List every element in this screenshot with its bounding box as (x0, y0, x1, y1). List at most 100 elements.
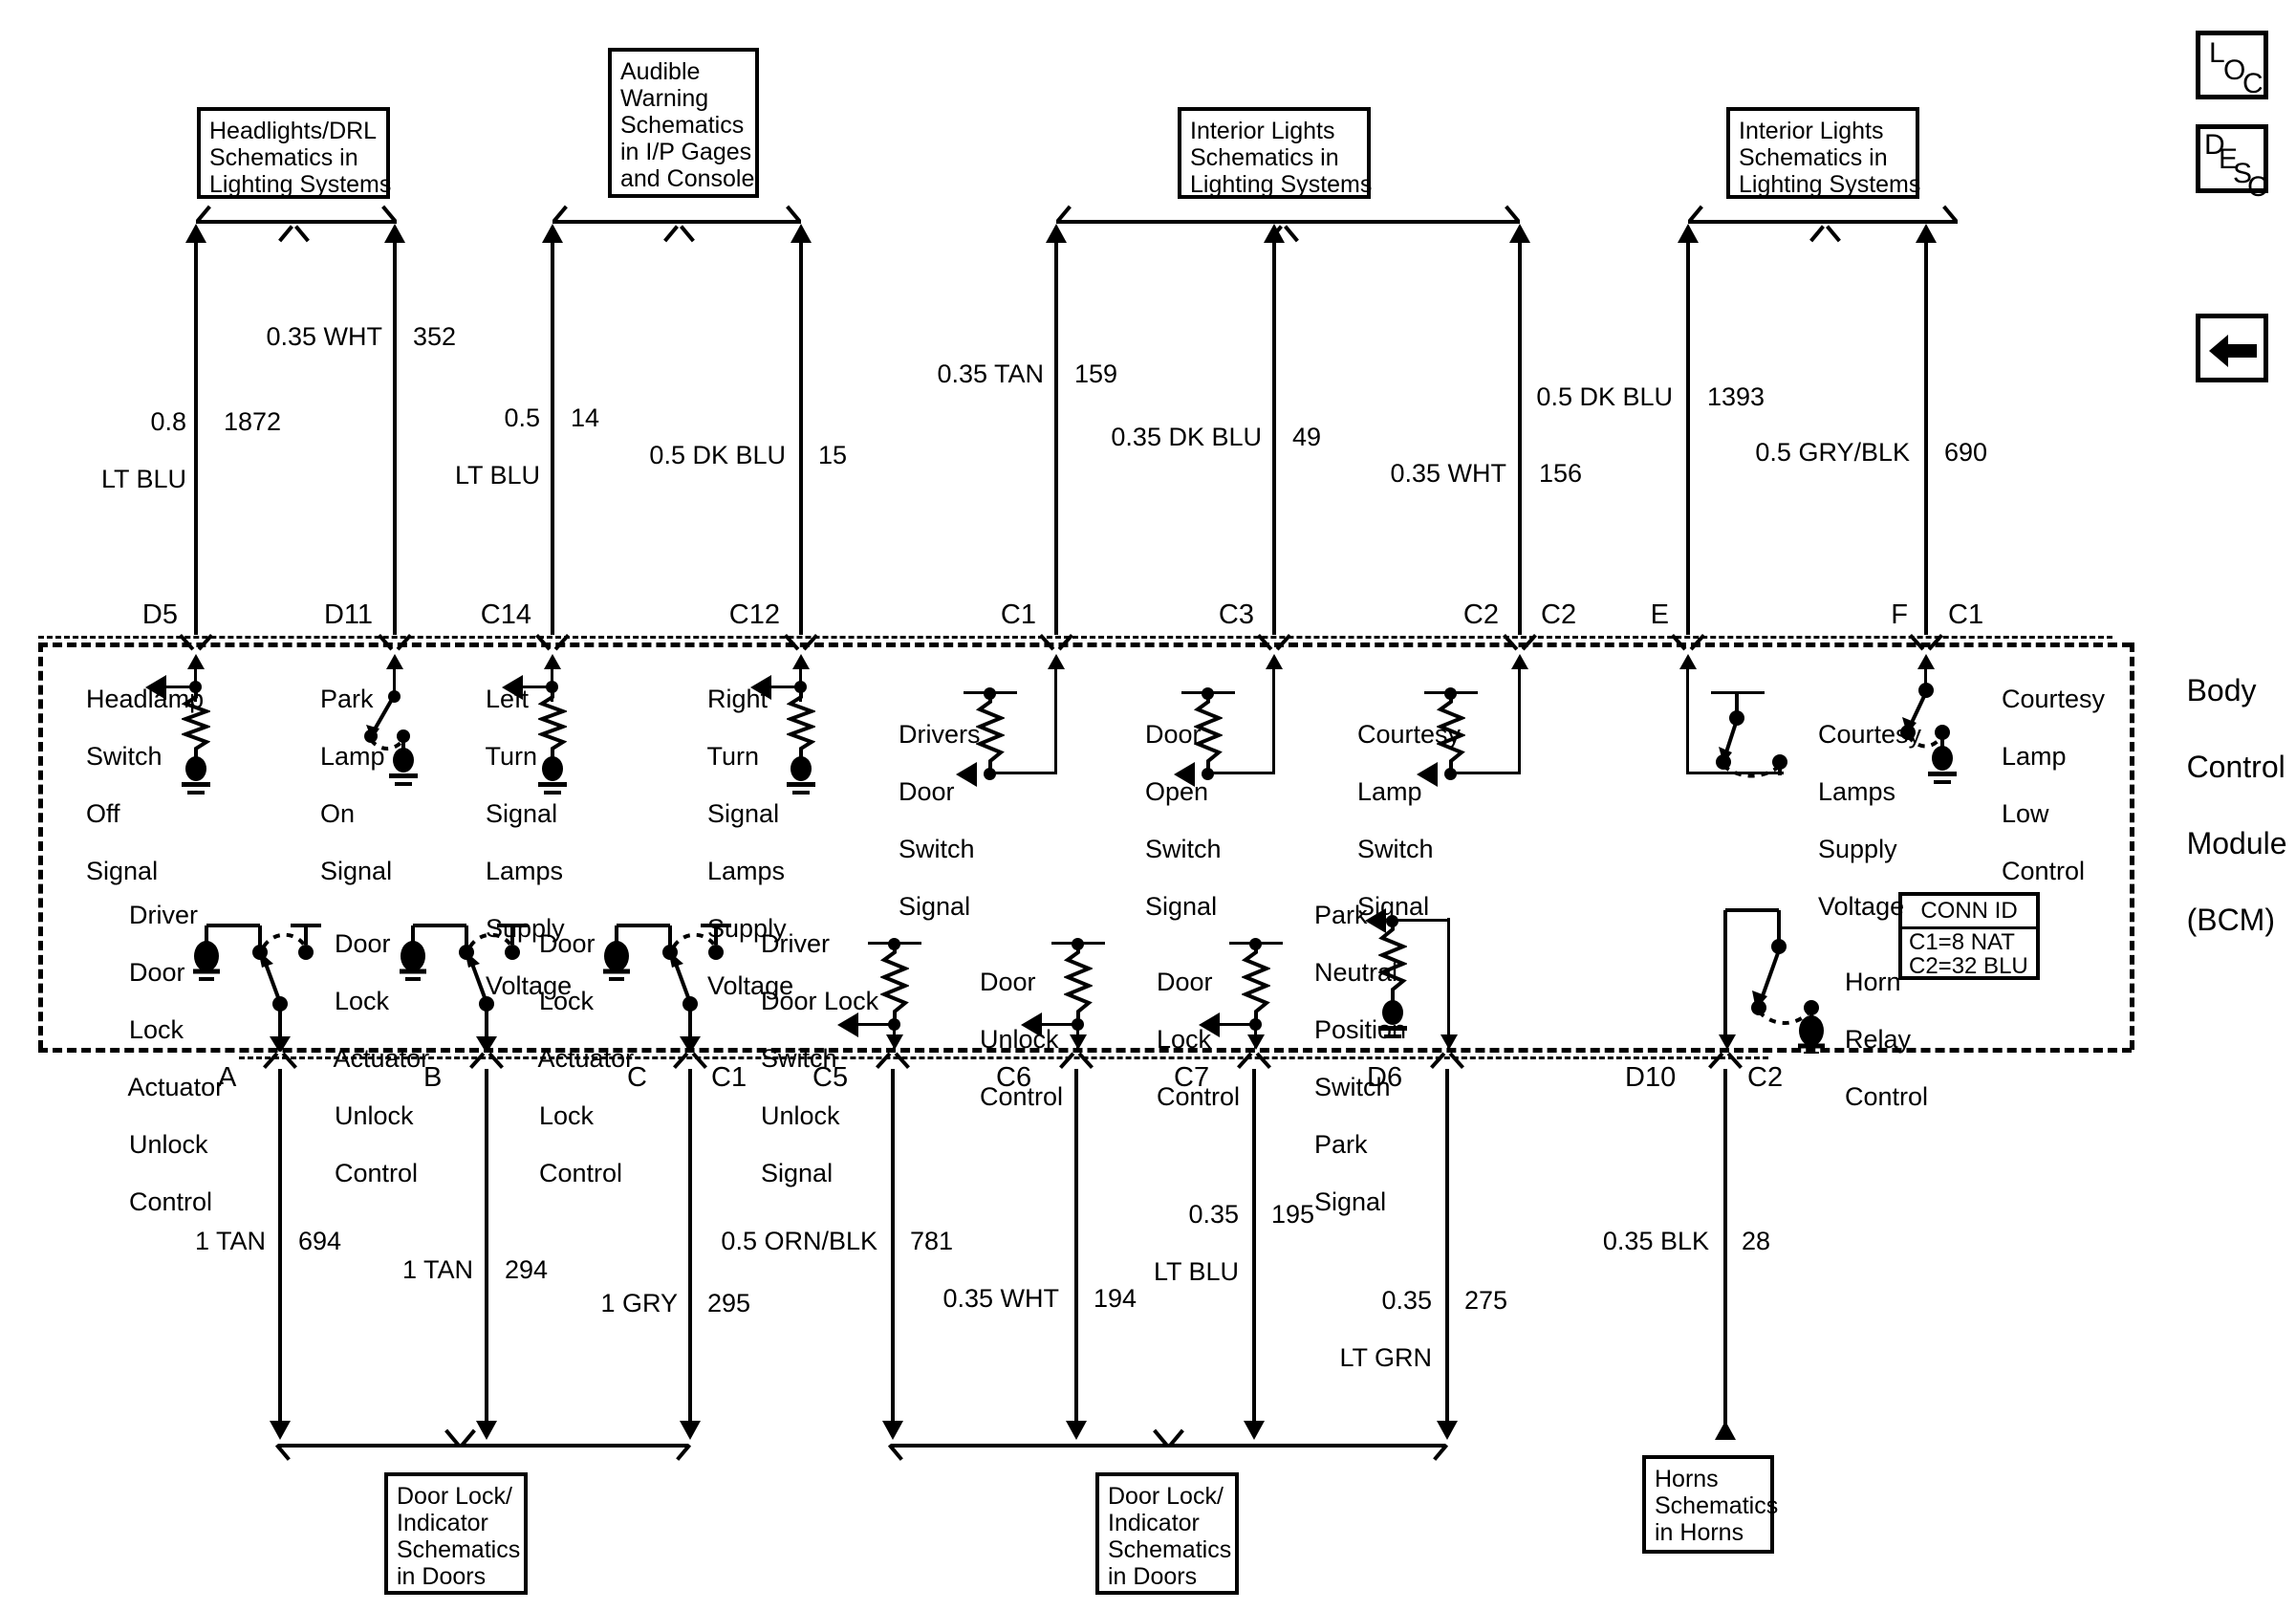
bcm-boundary-top (38, 642, 2132, 647)
wire-label-gauge-c7: 0.35 LT BLU (1153, 1200, 1239, 1286)
reference-box-door-lock-indicator-right[interactable]: Door Lock/ Indicator Schematics in Doors (1095, 1472, 1239, 1595)
pin-label-f: F (1891, 599, 1908, 630)
internal-wire-c2 (1518, 667, 1521, 774)
pin-label-c3: C3 (1218, 599, 1254, 630)
reference-box-door-lock-indicator-left[interactable]: Door Lock/ Indicator Schematics in Doors (384, 1472, 528, 1595)
wire-arrow-down-c (680, 1421, 701, 1440)
ref-line: in Doors (397, 1563, 487, 1590)
signal-label-park-lamp-on-signal: Park Lamp On Signal (320, 685, 393, 885)
junction-dot-c5-top (888, 938, 900, 950)
loc-button[interactable]: L O C (2196, 31, 2268, 99)
reference-box-horns[interactable]: Horns Schematics in Horns (1642, 1455, 1778, 1554)
ref-line: Door Lock/ (1108, 1483, 1224, 1510)
wire-d11 (393, 241, 397, 635)
wire-arrow-down-a (270, 1421, 291, 1440)
wire-arrow-up-d11 (384, 224, 405, 243)
pin-label-d6: D6 (1367, 1062, 1403, 1093)
pin-label-e: E (1650, 599, 1669, 630)
wire-arrow-down-c5 (882, 1421, 903, 1440)
pin-label-c2: C2 (1462, 599, 1499, 630)
wire-c5 (891, 1069, 895, 1423)
relay-switch-c (597, 908, 750, 1052)
wire-label-gauge-b: 1 TAN (401, 1255, 473, 1284)
reference-box-audible-warning[interactable]: Audible Warning Schematics in I/P Gages … (608, 48, 759, 198)
signal-arrow-c1 (956, 762, 977, 787)
connector-pin-c7 (1237, 1048, 1271, 1069)
wire-arrow-up-c2 (1509, 224, 1530, 243)
junction-dot-c7-top (1249, 938, 1262, 950)
ref-line: Lighting Systems (209, 171, 392, 198)
wire-arrow-up-d5 (185, 224, 206, 243)
pin-label-c5: C5 (812, 1062, 849, 1093)
internal-wire-c1 (1054, 667, 1057, 774)
wire-label-gauge-d5: 0.8 LT BLU (100, 407, 186, 493)
signal-label-driver-door-lock-actuator-unlock-control: Driver Door Lock Actuator Unlock Control (127, 901, 225, 1216)
ref-line: Lighting Systems (1190, 171, 1373, 198)
junction-dot-c1-top (984, 687, 996, 700)
internal-wire-d11 (393, 667, 396, 696)
junction-dot-c14 (546, 681, 558, 693)
wire-label-circuit-c6: 194 (1094, 1284, 1137, 1313)
reference-box-headlights-drl[interactable]: Headlights/DRL Schematics in Lighting Sy… (197, 107, 392, 199)
internal-wire-d6 (1447, 918, 1450, 1048)
wire-label-circuit-c3: 49 (1292, 423, 1322, 451)
desc-letter-e: E (2219, 143, 2239, 175)
signal-tap-d6 (1391, 919, 1450, 922)
desc-letter-c: C (2247, 171, 2268, 203)
junction-dot-c3-bottom (1202, 768, 1214, 780)
internal-wire-c7 (1254, 1012, 1257, 1048)
junction-dot-c1-bottom (984, 768, 996, 780)
internal-bus-c2 (1445, 772, 1521, 774)
pin-label-c: C (627, 1062, 647, 1093)
signal-tap-c6 (1042, 1023, 1078, 1026)
signal-label-left-turn-signal-lamps-supply-voltage: Left Turn Signal Lamps Supply Voltage (485, 685, 573, 1000)
signal-arrow-c3 (1174, 762, 1195, 787)
brace-audible-warning (552, 199, 801, 243)
internal-arrow-up-c3 (1266, 654, 1283, 669)
pin-label-c1: C1 (1000, 599, 1036, 630)
internal-bus-c1 (985, 772, 1057, 774)
back-button[interactable] (2196, 314, 2268, 382)
signal-arrow-c7 (1199, 1012, 1220, 1037)
ref-line: Audible (620, 58, 701, 85)
wire-label-gauge-c1: 0.35 TAN (937, 359, 1044, 388)
reference-box-interior-lights-left[interactable]: Interior Lights Schematics in Lighting S… (1178, 107, 1373, 199)
ref-line: in I/P Gages (620, 139, 752, 165)
signal-label-horn-relay-control: Horn Relay Control (1845, 968, 1929, 1111)
signal-label-park-neutral-position-switch-park-signal: Park Neutral Position Switch Park Signal (1314, 901, 1407, 1216)
resistor-c14 (538, 691, 567, 758)
reference-box-interior-lights-right[interactable]: Interior Lights Schematics in Lighting S… (1726, 107, 1920, 199)
wire-label-circuit-c2: 156 (1539, 459, 1583, 488)
signal-arrow-d5 (145, 675, 166, 700)
pin-label-d5: D5 (141, 599, 178, 630)
internal-arrow-down-d6 (1440, 1034, 1458, 1050)
wire-label-circuit-c1: 159 (1074, 359, 1118, 388)
resistor-c6 (1064, 945, 1093, 1025)
wire-label-gauge-c2: 0.35 WHT (1390, 459, 1506, 488)
wire-arrow-up-e (1678, 224, 1699, 243)
wire-e (1686, 241, 1690, 635)
resistor-d5 (182, 691, 210, 758)
connector-pin-b (469, 1048, 504, 1069)
wire-arrow-down-d6 (1437, 1421, 1458, 1440)
ref-line: Schematics in (209, 144, 358, 171)
wire-f (1924, 241, 1928, 635)
supply-bar-e (1711, 691, 1765, 694)
wire-label-circuit-c7: 195 (1271, 1200, 1315, 1229)
ref-line: Indicator (1108, 1510, 1200, 1536)
connector-group-label-c2: C2 (1541, 599, 1577, 630)
wire-arrow-up-c3 (1264, 224, 1285, 243)
conn-id-box[interactable]: CONN ID C1=8 NAT C2=32 BLU (1898, 892, 2040, 980)
wire-c14 (551, 241, 554, 635)
signal-label-right-turn-signal-lamps-supply-voltage: Right Turn Signal Lamps Supply Voltage (706, 685, 794, 1000)
resistor-c5 (880, 945, 909, 1025)
wire-label-gauge-f: 0.5 GRY/BLK (1755, 438, 1910, 467)
signal-label-courtesy-lamps-supply-voltage: Courtesy Lamps Supply Voltage (1818, 720, 1922, 921)
signal-label-drivers-door-switch-signal: Drivers Door Switch Signal (899, 720, 981, 921)
bcm-boundary-bottom (38, 1048, 2132, 1053)
wire-label-circuit-d10: 28 (1742, 1227, 1771, 1255)
connector-pin-a (263, 1048, 297, 1069)
desc-button[interactable]: D E S C (2196, 124, 2268, 202)
pin-label-d10: D10 (1625, 1062, 1677, 1093)
